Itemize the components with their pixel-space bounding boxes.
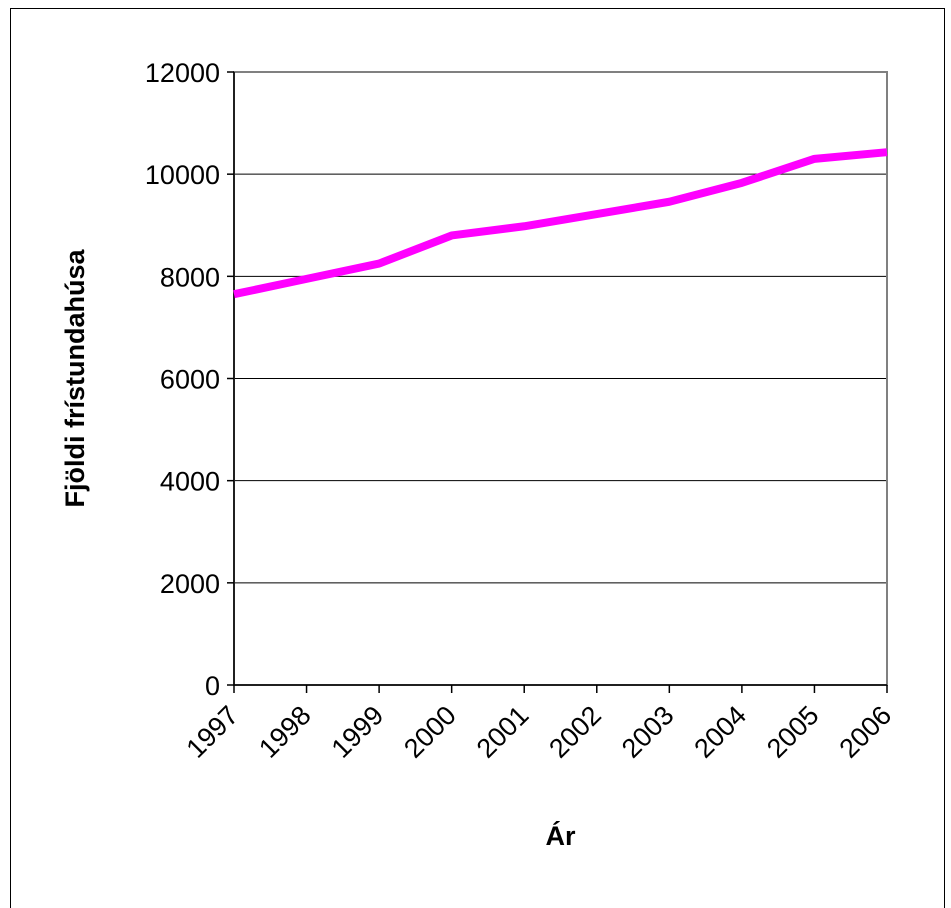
- x-tick-label: 2004: [688, 700, 752, 764]
- x-tick-label: 1998: [253, 700, 317, 764]
- y-tick-label: 0: [205, 671, 220, 701]
- x-tick-label: 2005: [761, 700, 825, 764]
- y-tick-label: 10000: [145, 160, 220, 190]
- y-tick-label: 12000: [145, 58, 220, 88]
- x-tick-label: 1999: [326, 700, 390, 764]
- series-layer: [234, 152, 887, 294]
- x-tick-label: 2003: [616, 700, 680, 764]
- x-tick-label: 2002: [543, 700, 607, 764]
- y-tick-label: 8000: [160, 262, 220, 292]
- gridlines: [234, 174, 887, 583]
- x-tick-label: 2001: [471, 700, 535, 764]
- x-tick-label: 2000: [398, 700, 462, 764]
- series-line: [234, 152, 887, 294]
- x-tick-label: 1997: [181, 700, 245, 764]
- y-tick-label: 2000: [160, 569, 220, 599]
- x-axis-title: Ár: [545, 820, 575, 851]
- y-tick-label: 4000: [160, 467, 220, 497]
- y-axis-title: Fjöldi frístundahúsa: [60, 249, 90, 508]
- x-tick-label: 2006: [834, 700, 898, 764]
- y-tick-label: 6000: [160, 365, 220, 395]
